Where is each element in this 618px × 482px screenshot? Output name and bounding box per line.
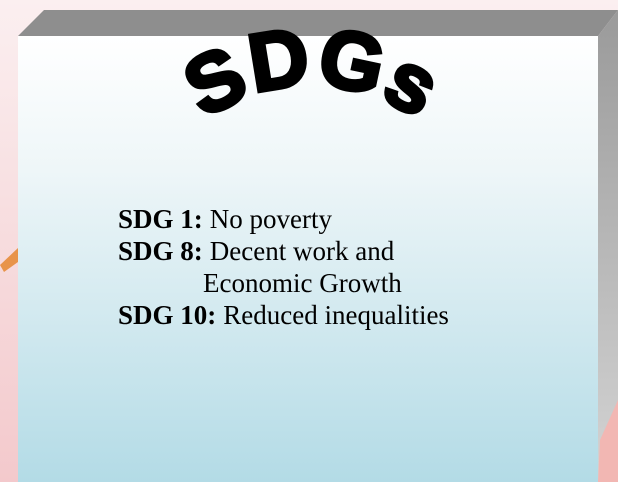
item-label: SDG 8: — [118, 236, 203, 266]
item-text: No poverty — [210, 204, 333, 234]
item-label: SDG 10: — [118, 300, 216, 330]
item: SDG 1: No poverty — [118, 204, 332, 234]
corner-accent — [598, 400, 618, 482]
item: SDG 10: Reduced inequalities — [118, 300, 449, 330]
item: SDG 8: Decent work and — [118, 236, 395, 266]
box-side — [598, 10, 618, 482]
item-continuation: Economic Growth — [203, 268, 402, 298]
item-text: Decent work and — [210, 236, 395, 266]
item-label: SDG 1: — [118, 204, 203, 234]
pencil-icon — [0, 248, 18, 272]
box-front — [18, 36, 598, 482]
item-text: Reduced inequalities — [223, 300, 449, 330]
box-top — [18, 10, 618, 36]
